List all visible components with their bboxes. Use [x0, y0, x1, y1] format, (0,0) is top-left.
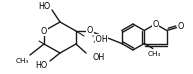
Text: OH: OH [93, 52, 105, 61]
Text: O: O [41, 26, 47, 36]
Text: HO: HO [38, 1, 50, 11]
Text: ',OH: ',OH [91, 34, 108, 44]
Text: HO: HO [35, 61, 47, 69]
Text: O: O [87, 26, 93, 34]
Text: O: O [177, 22, 184, 31]
Text: CH₃: CH₃ [147, 52, 161, 57]
Text: CH₃: CH₃ [15, 58, 29, 64]
Text: O: O [152, 20, 159, 28]
